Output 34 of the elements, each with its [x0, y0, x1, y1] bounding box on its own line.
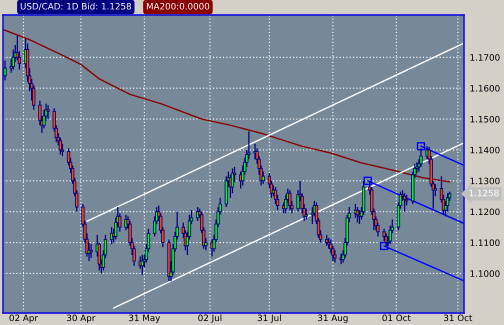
candlestick — [89, 244, 93, 259]
candlestick — [415, 162, 419, 174]
candlestick — [224, 176, 228, 208]
y-tick-label: 1.1300 — [470, 178, 500, 184]
candlestick — [333, 250, 337, 264]
x-tick-label: 31 Aug — [318, 314, 348, 323]
text: MA200:0.0000 — [146, 2, 210, 10]
line-series — [3, 28, 450, 182]
x-tick-label: 01 Oct — [382, 314, 411, 322]
y-tick-label: 1.1400 — [470, 146, 500, 154]
candlestick — [304, 208, 308, 220]
candlestick — [288, 189, 292, 211]
x-tick-label: 31 May — [129, 314, 160, 323]
candlestick — [327, 237, 330, 250]
x-tick-label: 02 Jul — [198, 314, 222, 323]
point — [416, 142, 426, 150]
y-tick-label: 1.1100 — [470, 239, 500, 246]
chart-title: USD/CAD: 1D Bid: 1.1258 — [20, 2, 132, 10]
candlestick — [419, 148, 423, 168]
point — [364, 176, 372, 185]
point — [380, 242, 388, 250]
candlestick — [402, 192, 406, 212]
x-tick-label: 31 Oct — [444, 314, 472, 322]
candlestick — [446, 192, 450, 212]
x-tick-label: 31 Jul — [258, 314, 281, 323]
annotation: 1.1258 — [470, 190, 499, 196]
x-tick-label: 30 Apr — [67, 314, 96, 323]
candlestick — [3, 60, 7, 82]
y-tick-label: 1.1700 — [470, 54, 500, 61]
y-tick-label: 1.1600 — [470, 85, 500, 92]
x-tick-label: 02 Apr — [10, 314, 38, 323]
y-tick-label: 1.1200 — [470, 208, 500, 216]
y-tick-label: 1.1500 — [470, 116, 500, 123]
y-tick-label: 1.1000 — [470, 270, 500, 277]
